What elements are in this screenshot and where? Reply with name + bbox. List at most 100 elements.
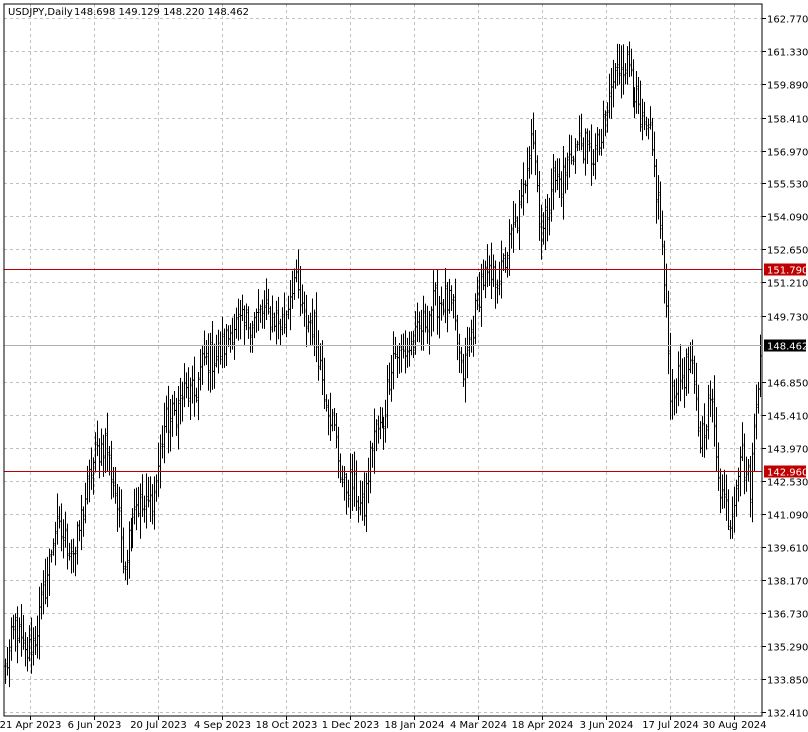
ohlc-bar xyxy=(249,323,252,353)
ohlc-bar xyxy=(406,337,409,368)
price-level-lines[interactable] xyxy=(4,269,762,472)
y-tick-label: 136.730 xyxy=(767,610,808,621)
ohlc-bar xyxy=(213,343,216,389)
ohlc-bar xyxy=(273,312,276,332)
ohlc-bar xyxy=(34,626,37,655)
ohlc-bar xyxy=(532,112,535,150)
ohlc-bar xyxy=(741,422,744,462)
ohlc-bar xyxy=(351,453,354,511)
ohlc-bar xyxy=(416,302,419,343)
ohlc-bar xyxy=(331,409,334,432)
ohlc-bar xyxy=(155,474,158,502)
ohlc-bar xyxy=(464,337,467,403)
ohlc-bar xyxy=(442,299,445,316)
ohlc-bar xyxy=(199,349,202,391)
y-tick-label: 158.410 xyxy=(767,115,808,126)
ohlc-bar xyxy=(719,468,722,514)
ohlc-bar xyxy=(133,488,136,525)
ohlc-bar xyxy=(388,362,391,395)
ohlc-bar xyxy=(46,556,49,608)
ohlc-bar xyxy=(444,268,447,324)
ohlc-bar xyxy=(217,329,220,374)
ohlc-bar xyxy=(635,70,638,114)
ohlc-bar xyxy=(689,342,692,374)
price-axis[interactable]: 162.770 161.330 159.890 158.410 156.970 155.5… xyxy=(762,15,808,720)
ohlc-bar xyxy=(701,416,704,458)
y-tick-label: 142.530 xyxy=(767,478,808,489)
ohlc-bar xyxy=(349,453,352,519)
ohlc-bar xyxy=(211,321,214,390)
ohlc-bar xyxy=(62,519,65,559)
ohlc-bar xyxy=(299,265,302,316)
ohlc-bar xyxy=(169,399,172,452)
ohlc-bar xyxy=(709,380,712,417)
ohlc-bar xyxy=(329,392,332,441)
x-tick-label: 30 Aug 2024 xyxy=(702,720,766,731)
ohlc-bar xyxy=(536,155,539,193)
ohlc-bar xyxy=(588,130,591,152)
y-tick-label: 139.610 xyxy=(767,544,808,555)
ohlc-bar xyxy=(289,280,292,331)
ohlc-bars xyxy=(4,41,762,688)
ohlc-bar xyxy=(480,263,483,327)
ohlc-bar xyxy=(179,377,182,425)
ohlc-bar xyxy=(327,399,330,436)
ohlc-bar xyxy=(755,384,758,440)
level-price-label: 142.960 xyxy=(767,468,808,479)
ohlc-bar xyxy=(291,270,294,309)
ohlc-bar xyxy=(56,493,59,545)
ohlc-bar xyxy=(175,397,178,436)
y-tick-label: 149.730 xyxy=(767,313,808,324)
ohlc-bar xyxy=(265,278,268,320)
plot-frame xyxy=(3,3,763,717)
ohlc-bar xyxy=(556,158,559,191)
ohlc-bar xyxy=(641,98,644,141)
ohlc-bar xyxy=(66,523,69,570)
ohlc-bar xyxy=(434,282,437,306)
x-tick-label: 18 Apr 2024 xyxy=(512,720,574,731)
ohlc-bar xyxy=(538,171,541,241)
ohlc-bar xyxy=(705,424,708,450)
ohlc-bar xyxy=(74,546,77,577)
ohlc-bar xyxy=(173,391,176,416)
ohlc-bar xyxy=(42,570,45,615)
ohlc-bar xyxy=(412,330,415,358)
ohlc-bar xyxy=(679,344,682,402)
ohlc-bar xyxy=(580,113,583,151)
ohlc-bar xyxy=(502,253,505,272)
ohlc-bar xyxy=(221,316,224,369)
ohlc-bar xyxy=(157,442,160,497)
ohlc-bar xyxy=(187,367,190,408)
ohlc-readout: 148.698 149.129 148.220 148.462 xyxy=(74,7,249,18)
ohlc-bar xyxy=(653,131,656,178)
ohlc-bar xyxy=(544,198,547,251)
ohlc-bar xyxy=(219,331,222,365)
ohlc-bar xyxy=(309,312,312,346)
ohlc-bar xyxy=(183,363,186,408)
ohlc-bar xyxy=(458,333,461,373)
ohlc-bar xyxy=(614,62,617,89)
ohlc-bar xyxy=(347,479,350,508)
ohlc-bar xyxy=(624,63,627,85)
time-axis[interactable]: 21 Apr 2023 6 Jun 2023 20 Jul 2023 4 Sep 20… xyxy=(0,716,767,731)
ohlc-bar xyxy=(534,130,537,176)
ohlc-bar xyxy=(147,476,150,508)
ohlc-bar xyxy=(263,290,266,329)
ohlc-bar xyxy=(518,189,521,251)
ohlc-bar xyxy=(205,340,208,365)
ohlc-bar xyxy=(657,175,660,220)
ohlc-bar xyxy=(311,298,314,345)
ohlc-bar xyxy=(594,133,597,180)
y-tick-label: 132.410 xyxy=(767,709,808,720)
ohlc-bar xyxy=(135,487,138,531)
ohlc-bar xyxy=(396,345,399,379)
price-level-labels: 151.790 142.960 148.462 xyxy=(764,263,808,479)
ohlc-bar xyxy=(357,495,360,523)
ohlc-bar xyxy=(651,117,654,156)
ohlc-bar xyxy=(510,224,513,249)
ohlc-bar xyxy=(215,334,218,368)
ohlc-bar xyxy=(235,307,238,339)
ohlc-bar xyxy=(237,298,240,341)
